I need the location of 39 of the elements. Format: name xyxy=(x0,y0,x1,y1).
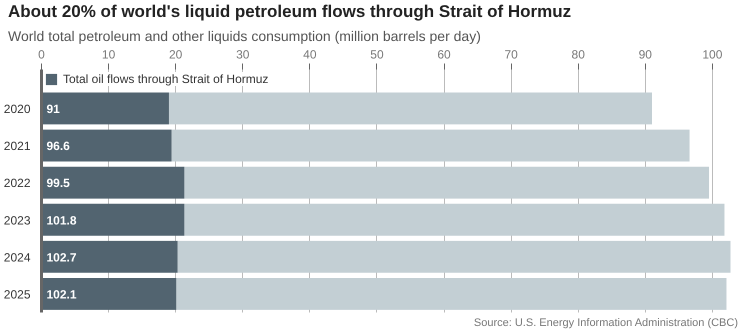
x-tick-label: 100 xyxy=(702,48,723,62)
bar xyxy=(42,240,178,273)
x-tick-label: 30 xyxy=(236,48,250,62)
bar xyxy=(42,204,184,236)
y-tick-label: 2021 xyxy=(4,139,31,154)
x-tick-label: 0 xyxy=(38,48,46,62)
y-tick-label: 2020 xyxy=(4,102,31,116)
bar xyxy=(176,278,726,310)
total-label: 99.5 xyxy=(46,176,70,190)
legend-label: Total oil flows through Strait of Hormuz xyxy=(63,72,268,86)
x-tick-label: 80 xyxy=(572,48,586,62)
x-tick-label: 70 xyxy=(504,48,518,62)
x-tick-label: 60 xyxy=(437,48,452,62)
total-label: 102.1 xyxy=(46,287,77,302)
x-tick-label: 40 xyxy=(303,48,317,62)
chart-title: About 20% of world's liquid petroleum flows through Strait of Hormuz xyxy=(8,1,572,23)
y-tick-label: 2022 xyxy=(4,176,31,190)
y-tick-label: 2023 xyxy=(4,213,31,228)
x-tick-label: 50 xyxy=(370,48,384,62)
source-note: Source: U.S. Energy Information Administration (CBC) xyxy=(474,316,738,331)
bar xyxy=(184,166,710,199)
x-tick-label: 90 xyxy=(638,48,652,62)
x-tick-label: 10 xyxy=(102,48,116,62)
total-label: 101.8 xyxy=(46,213,77,228)
bar xyxy=(42,278,176,310)
y-tick-label: 2024 xyxy=(4,250,31,264)
chart-subtitle: World total petroleum and other liquids consumption (million barrels per day) xyxy=(8,27,481,46)
bar xyxy=(178,240,730,273)
bar xyxy=(172,130,690,162)
y-tick-label: 2025 xyxy=(4,287,31,302)
total-label: 91 xyxy=(46,102,60,116)
bar xyxy=(42,166,184,199)
total-label: 96.6 xyxy=(46,139,70,154)
total-label: 102.7 xyxy=(46,250,77,264)
bar xyxy=(42,130,172,162)
bar xyxy=(168,92,652,124)
bar xyxy=(42,92,169,124)
bar xyxy=(184,204,724,236)
x-tick-label: 20 xyxy=(169,48,183,62)
